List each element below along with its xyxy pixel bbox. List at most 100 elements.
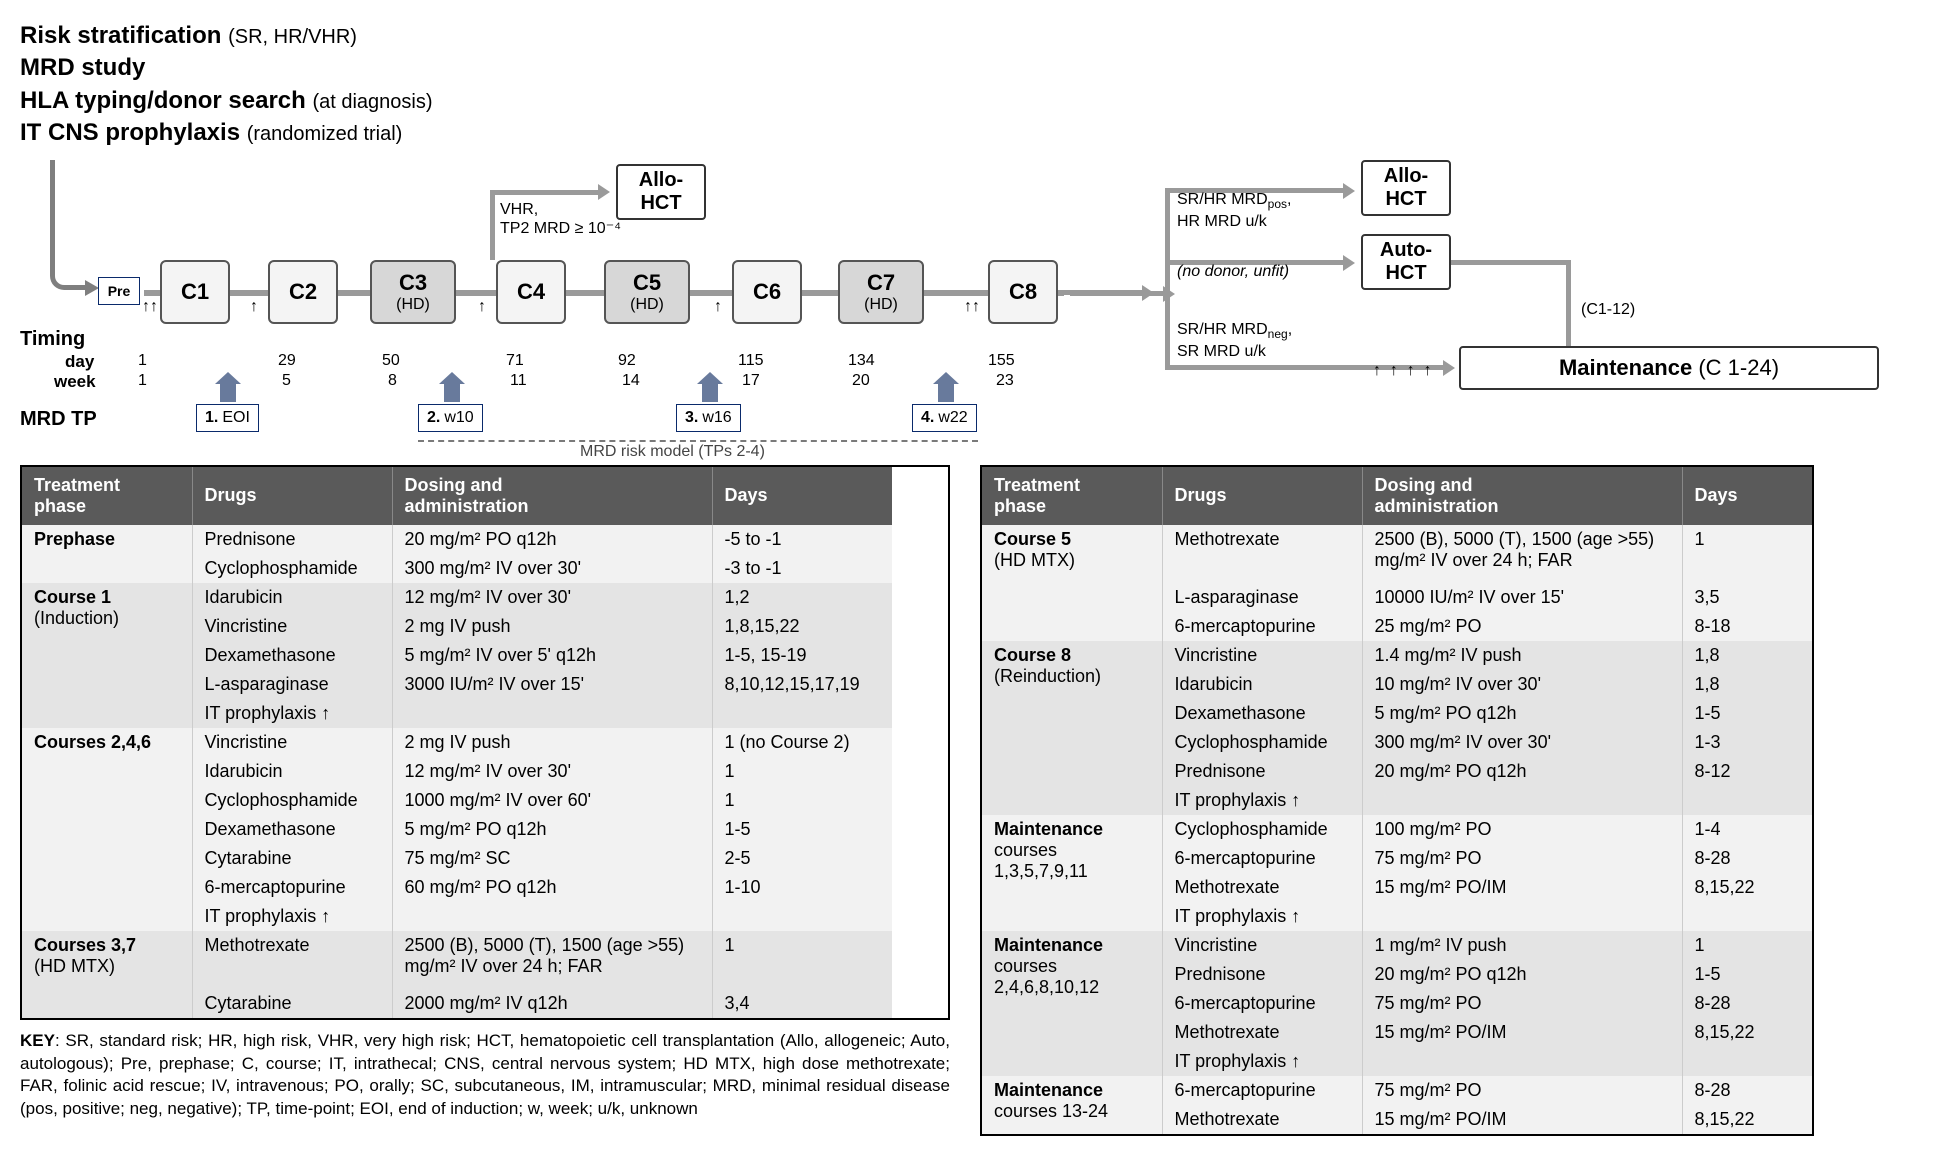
right-decision-block: SR/HR MRDpos,HR MRD u/k (no donor, unfit… (1115, 160, 1935, 440)
days-cell: 8-28 (1682, 989, 1812, 1018)
header-line: MRD study (20, 52, 1930, 84)
drug-cell: Dexamethasone (192, 641, 392, 670)
days-cell: 1,8,15,22 (712, 612, 892, 641)
dose-cell (392, 902, 712, 931)
day-tick: 92 (618, 352, 636, 370)
drug-cell: Methotrexate (192, 931, 392, 981)
drug-cell: IT prophylaxis ↑ (1162, 1047, 1362, 1076)
week-label: week (54, 372, 96, 392)
day-tick: 71 (506, 352, 524, 370)
table-row: Maintenancecourses 13-246-mercaptopurine… (982, 1076, 1812, 1105)
drug-cell: Cyclophosphamide (192, 554, 392, 583)
drug-cell: IT prophylaxis ↑ (1162, 902, 1362, 931)
days-cell (1682, 786, 1812, 815)
table-header: Treatmentphase (982, 467, 1162, 525)
mrd-tp-box: 1. EOI (196, 404, 259, 432)
rb-split-v (1165, 188, 1170, 368)
it-arrow: ↑ (714, 298, 722, 316)
key-block: KEY: SR, standard risk; HR, high risk, V… (20, 1030, 950, 1122)
week-tick: 20 (852, 372, 870, 390)
table-row: PrephasePrednisone20 mg/m² PO q12h-5 to … (22, 525, 892, 554)
dose-cell: 2 mg IV push (392, 728, 712, 757)
drug-cell: IT prophylaxis ↑ (1162, 786, 1362, 815)
dose-cell: 2 mg IV push (392, 612, 712, 641)
course-box-c8: C8 (988, 260, 1058, 324)
days-cell (1682, 575, 1812, 583)
flow-diagram: Pre C1C2C3(HD)C4C5(HD)C6C7(HD)C8 ↑↑↑↑↑↑↑… (20, 160, 1930, 440)
dose-cell: 300 mg/m² IV over 30' (392, 554, 712, 583)
days-cell: 8,15,22 (1682, 873, 1812, 902)
drug-cell: Cyclophosphamide (1162, 815, 1362, 844)
day-tick: 155 (988, 352, 1015, 370)
drug-cell: Methotrexate (1162, 525, 1362, 575)
days-cell: 1,8 (1682, 670, 1812, 699)
timing-label: Timing (20, 328, 85, 351)
treatment-table-left: TreatmentphaseDrugsDosing andadministrat… (22, 467, 892, 1018)
mrd-risk-line (418, 440, 978, 442)
dose-cell: 10000 IU/m² IV over 15' (1362, 583, 1682, 612)
drug-cell: Prednisone (192, 525, 392, 554)
dose-cell: 75 mg/m² PO (1362, 844, 1682, 873)
it-arrow: ↑ (250, 298, 258, 316)
table-row: Course 8(Reinduction)Vincristine1.4 mg/m… (982, 641, 1812, 670)
phase-cell: Course 8(Reinduction) (982, 641, 1162, 815)
days-cell: 1 (no Course 2) (712, 728, 892, 757)
allo-hct-box-1: Allo-HCT (616, 164, 706, 220)
maintenance-label: Maintenance (1559, 355, 1692, 380)
days-cell (712, 981, 892, 989)
course-box-c7: C7(HD) (838, 260, 924, 324)
dose-cell: 75 mg/m² SC (392, 844, 712, 873)
days-cell (712, 902, 892, 931)
drug-cell: Idarubicin (192, 583, 392, 612)
table-header: Drugs (1162, 467, 1362, 525)
dose-cell (392, 699, 712, 728)
mrd-tp-box: 3. w16 (676, 404, 741, 432)
drug-cell: Vincristine (1162, 641, 1362, 670)
drug-cell: Vincristine (192, 728, 392, 757)
table-row: Maintenancecourses 2,4,6,8,10,12Vincrist… (982, 931, 1812, 960)
drug-cell (192, 981, 392, 989)
dose-cell (1362, 902, 1682, 931)
drug-cell: Cyclophosphamide (1162, 728, 1362, 757)
days-cell: 3,5 (1682, 583, 1812, 612)
days-cell: -5 to -1 (712, 525, 892, 554)
days-cell: 8-28 (1682, 844, 1812, 873)
dose-cell: 15 mg/m² PO/IM (1362, 1105, 1682, 1134)
day-tick: 29 (278, 352, 296, 370)
rb-h-in (1070, 291, 1165, 296)
drug-cell: L-asparaginase (1162, 583, 1362, 612)
dose-cell: 5 mg/m² IV over 5' q12h (392, 641, 712, 670)
course-box-c6: C6 (732, 260, 802, 324)
week-tick: 17 (742, 372, 760, 390)
days-cell: 1,8 (1682, 641, 1812, 670)
table-header: Days (712, 467, 892, 525)
day-tick: 134 (848, 352, 875, 370)
dose-cell: 300 mg/m² IV over 30' (1362, 728, 1682, 757)
days-cell: 8-18 (1682, 612, 1812, 641)
mrd-tp-box: 4. w22 (912, 404, 977, 432)
table-row: Courses 3,7(HD MTX)Methotrexate2500 (B),… (22, 931, 892, 981)
it-arrow: ↑↑ (142, 298, 158, 316)
table-header: Days (1682, 467, 1812, 525)
drug-cell: 6-mercaptopurine (1162, 989, 1362, 1018)
days-cell (1682, 902, 1812, 931)
it-arrow: ↑↑ (964, 298, 980, 316)
table-row: Course 1(Induction)Idarubicin12 mg/m² IV… (22, 583, 892, 612)
mrd-tp-arrow (444, 384, 460, 402)
phase-cell: Courses 2,4,6 (22, 728, 192, 931)
day-label: day (65, 352, 94, 372)
auto-hct-box: Auto-HCT (1361, 234, 1451, 290)
header-line: IT CNS prophylaxis (randomized trial) (20, 117, 1930, 149)
course-box-c5: C5(HD) (604, 260, 690, 324)
dose-cell: 100 mg/m² PO (1362, 815, 1682, 844)
drug-cell: Methotrexate (1162, 873, 1362, 902)
days-cell: 8-12 (1682, 757, 1812, 786)
drug-cell: IT prophylaxis ↑ (192, 902, 392, 931)
days-cell: 1 (1682, 525, 1812, 575)
table-header: Treatmentphase (22, 467, 192, 525)
dose-cell: 10 mg/m² IV over 30' (1362, 670, 1682, 699)
mrdtp-label: MRD TP (20, 408, 97, 431)
dose-cell (1362, 575, 1682, 583)
phase-cell: Course 1(Induction) (22, 583, 192, 728)
drug-cell: Idarubicin (1162, 670, 1362, 699)
